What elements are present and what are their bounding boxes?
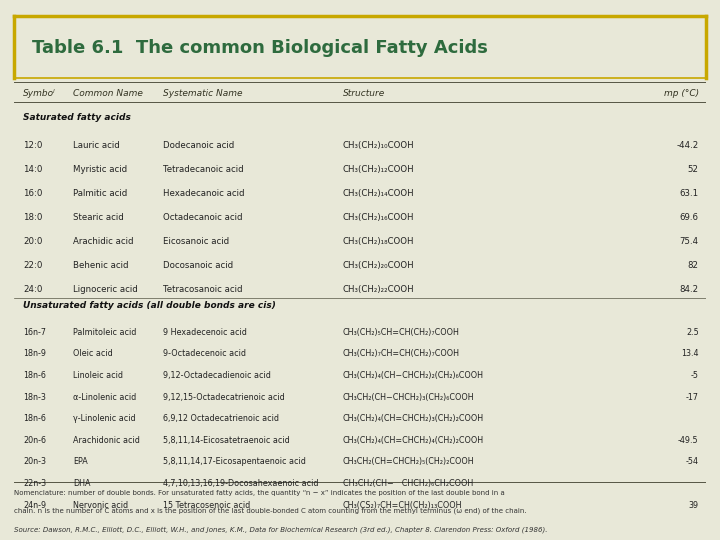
Text: 9,12-Octadecadienoic acid: 9,12-Octadecadienoic acid: [163, 371, 271, 380]
Text: 20n-6: 20n-6: [23, 436, 46, 445]
Text: Arachidonic acid: Arachidonic acid: [73, 436, 140, 445]
Text: 63.1: 63.1: [680, 189, 698, 198]
Text: 16n-7: 16n-7: [23, 328, 46, 337]
Text: Lauric acid: Lauric acid: [73, 140, 120, 150]
Text: Hexadecanoic acid: Hexadecanoic acid: [163, 189, 245, 198]
Text: Myristic acid: Myristic acid: [73, 165, 127, 174]
Text: Nervonic acid: Nervonic acid: [73, 501, 128, 510]
Text: 22:0: 22:0: [23, 261, 42, 270]
Text: 18n-9: 18n-9: [23, 349, 46, 359]
Text: Arachidic acid: Arachidic acid: [73, 237, 134, 246]
Text: Linoleic acid: Linoleic acid: [73, 371, 123, 380]
Text: Stearic acid: Stearic acid: [73, 213, 124, 222]
Text: 20n-3: 20n-3: [23, 457, 46, 467]
Text: 39: 39: [688, 501, 698, 510]
Text: Structure: Structure: [343, 89, 385, 98]
Text: Source: Dawson, R.M.C., Elliott, D.C., Elliott, W.H., and Jones, K.M., Data for : Source: Dawson, R.M.C., Elliott, D.C., E…: [14, 526, 548, 533]
Text: α-Linolenic acid: α-Linolenic acid: [73, 393, 136, 402]
Text: CH₃(CH₂)₇CH=CH(CH₂)₇COOH: CH₃(CH₂)₇CH=CH(CH₂)₇COOH: [343, 349, 459, 359]
Text: Saturated fatty acids: Saturated fatty acids: [23, 112, 131, 122]
Text: 16:0: 16:0: [23, 189, 42, 198]
Text: 18n-3: 18n-3: [23, 393, 46, 402]
Text: 2.5: 2.5: [686, 328, 698, 337]
Text: CH₃CH₂(CH−CHCH₂)₃(CH₂)₆COOH: CH₃CH₂(CH−CHCH₂)₃(CH₂)₆COOH: [343, 393, 474, 402]
Text: Tetradecanoic acid: Tetradecanoic acid: [163, 165, 243, 174]
Text: 82: 82: [688, 261, 698, 270]
Text: 18n-6: 18n-6: [23, 371, 46, 380]
Text: 22n-3: 22n-3: [23, 479, 47, 488]
Text: CH₃(CH₂)₁₆COOH: CH₃(CH₂)₁₆COOH: [343, 213, 414, 222]
Text: CH₃(CH₂)₅CH=CH(CH₂)₇COOH: CH₃(CH₂)₅CH=CH(CH₂)₇COOH: [343, 328, 459, 337]
Text: 20:0: 20:0: [23, 237, 42, 246]
Text: Octadecanoic acid: Octadecanoic acid: [163, 213, 243, 222]
Text: -5: -5: [690, 371, 698, 380]
Text: Eicosanoic acid: Eicosanoic acid: [163, 237, 229, 246]
Text: -17: -17: [685, 393, 698, 402]
Text: -44.2: -44.2: [676, 140, 698, 150]
Text: 4,7,10,13,16,19-Docosahexaenoic acid: 4,7,10,13,16,19-Docosahexaenoic acid: [163, 479, 318, 488]
Text: Oleic acid: Oleic acid: [73, 349, 113, 359]
Text: 13.4: 13.4: [681, 349, 698, 359]
Text: Symboˡ: Symboˡ: [23, 89, 56, 98]
Text: γ-Linolenic acid: γ-Linolenic acid: [73, 414, 136, 423]
Text: DHA: DHA: [73, 479, 91, 488]
Text: Lignoceric acid: Lignoceric acid: [73, 285, 138, 294]
Text: 15 Tetracosenoic acid: 15 Tetracosenoic acid: [163, 501, 251, 510]
Text: CH₃CH₂(CH− CHCH₂)₆CH₂COOH: CH₃CH₂(CH− CHCH₂)₆CH₂COOH: [343, 479, 473, 488]
Text: Palmitic acid: Palmitic acid: [73, 189, 127, 198]
Text: 14:0: 14:0: [23, 165, 42, 174]
Text: Unsaturated fatty acids (all double bonds are cis): Unsaturated fatty acids (all double bond…: [23, 301, 276, 310]
Text: -49.5: -49.5: [678, 436, 698, 445]
Text: mp (°C): mp (°C): [664, 89, 698, 98]
Text: Table 6.1  The common Biological Fatty Acids: Table 6.1 The common Biological Fatty Ac…: [32, 39, 487, 57]
Text: CH₃(CH₂)₁₄COOH: CH₃(CH₂)₁₄COOH: [343, 189, 414, 198]
Text: 18:0: 18:0: [23, 213, 42, 222]
Text: chain. n is the number of C atoms and x is the position of the last double-bonde: chain. n is the number of C atoms and x …: [14, 508, 527, 514]
Text: CH₃(CH₂)₁₀COOH: CH₃(CH₂)₁₀COOH: [343, 140, 414, 150]
Text: CH₃(CS₂)₇CH=CH(CH₂)₁₃COOH: CH₃(CS₂)₇CH=CH(CH₂)₁₃COOH: [343, 501, 462, 510]
Text: CH₃(CH₂)₁₈COOH: CH₃(CH₂)₁₈COOH: [343, 237, 414, 246]
Text: 6,9,12 Octadecatrienoic acid: 6,9,12 Octadecatrienoic acid: [163, 414, 279, 423]
Text: CH₃CH₂(CH=CHCH₂)₅(CH₂)₂COOH: CH₃CH₂(CH=CHCH₂)₅(CH₂)₂COOH: [343, 457, 474, 467]
Text: 9 Hexadecenoic acid: 9 Hexadecenoic acid: [163, 328, 247, 337]
Text: 24n-9: 24n-9: [23, 501, 47, 510]
Text: -54: -54: [685, 457, 698, 467]
Text: 84.2: 84.2: [680, 285, 698, 294]
Text: EPA: EPA: [73, 457, 88, 467]
Text: CH₃(CH₂)₂₀COOH: CH₃(CH₂)₂₀COOH: [343, 261, 414, 270]
Text: Behenic acid: Behenic acid: [73, 261, 129, 270]
Text: 75.4: 75.4: [680, 237, 698, 246]
Text: CH₃(CH₂)₂₂COOH: CH₃(CH₂)₂₂COOH: [343, 285, 414, 294]
Text: CH₃(CH₂)₄(CH=CHCH₂)₄(CH₂)₂COOH: CH₃(CH₂)₄(CH=CHCH₂)₄(CH₂)₂COOH: [343, 436, 484, 445]
Text: Systematic Name: Systematic Name: [163, 89, 243, 98]
Text: Nomenclature: number of double bonds. For unsaturated fatty acids, the quantity : Nomenclature: number of double bonds. Fo…: [14, 490, 505, 496]
Text: 5,8,11,14-Eicosatetraenoic acid: 5,8,11,14-Eicosatetraenoic acid: [163, 436, 289, 445]
Text: 12:0: 12:0: [23, 140, 42, 150]
Text: 18n-6: 18n-6: [23, 414, 46, 423]
Text: 9,12,15-Octadecatrienoic acid: 9,12,15-Octadecatrienoic acid: [163, 393, 284, 402]
Text: 52: 52: [688, 165, 698, 174]
Text: Palmitoleic acid: Palmitoleic acid: [73, 328, 137, 337]
Text: 69.6: 69.6: [680, 213, 698, 222]
Text: Tetracosanoic acid: Tetracosanoic acid: [163, 285, 243, 294]
Text: Common Name: Common Name: [73, 89, 143, 98]
Text: CH₃(CH₂)₁₂COOH: CH₃(CH₂)₁₂COOH: [343, 165, 414, 174]
Text: 9-Octadecenoic acid: 9-Octadecenoic acid: [163, 349, 246, 359]
Text: CH₃(CH₂)₄(CH−CHCH₂)₂(CH₂)₆COOH: CH₃(CH₂)₄(CH−CHCH₂)₂(CH₂)₆COOH: [343, 371, 484, 380]
Text: Docosanoic acid: Docosanoic acid: [163, 261, 233, 270]
Text: 24:0: 24:0: [23, 285, 42, 294]
Text: Dodecanoic acid: Dodecanoic acid: [163, 140, 234, 150]
Text: 5,8,11,14,17-Eicosapentaenoic acid: 5,8,11,14,17-Eicosapentaenoic acid: [163, 457, 306, 467]
Text: CH₃(CH₂)₄(CH=CHCH₂)₃(CH₂)₂COOH: CH₃(CH₂)₄(CH=CHCH₂)₃(CH₂)₂COOH: [343, 414, 484, 423]
